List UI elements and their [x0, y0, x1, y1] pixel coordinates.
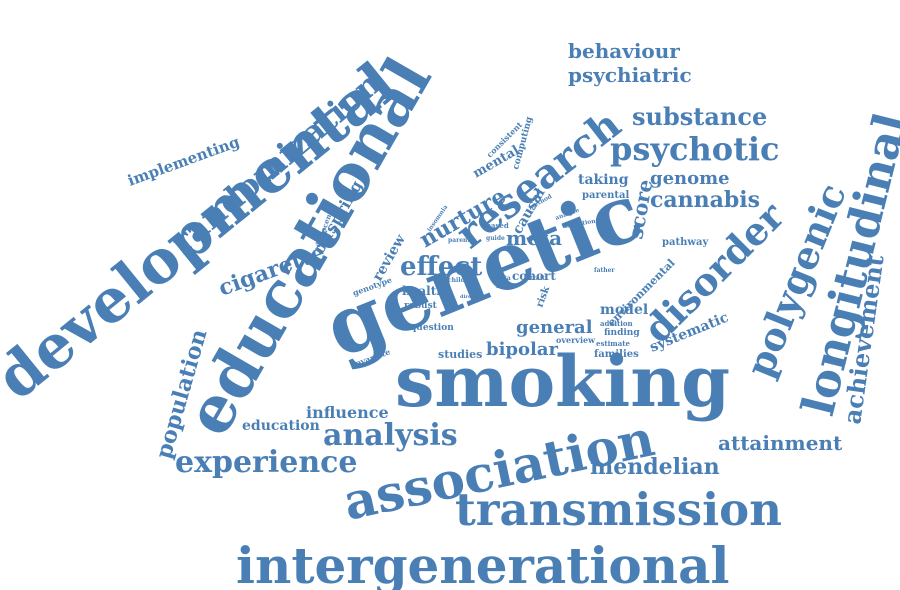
word-education: education — [242, 418, 320, 434]
word-trait: trait — [530, 275, 545, 282]
word-bipolar: bipolar — [486, 339, 559, 360]
word-data: data — [496, 275, 511, 282]
word-robust: robust — [404, 301, 438, 311]
word-cohort: cohort — [512, 269, 556, 283]
word-addition: addition — [600, 319, 633, 328]
word-parent: parent — [448, 237, 470, 244]
word-finding: finding — [604, 328, 640, 338]
word-substance: substance — [632, 102, 767, 131]
word-behaviour: behaviour — [568, 39, 680, 63]
word-mendelian: mendelian — [590, 454, 720, 480]
word-estimate: estimate — [596, 339, 630, 348]
word-overview: overview — [556, 335, 596, 345]
word-attainment: attainment — [718, 431, 843, 455]
word-model: model — [600, 302, 648, 318]
word-influence: influence — [306, 403, 389, 422]
word-transmission: transmission — [455, 483, 782, 536]
word-taking: taking — [578, 172, 629, 188]
word-psychiatric: psychiatric — [568, 63, 692, 87]
word-role: role — [496, 283, 509, 290]
word-genome: genome — [650, 168, 730, 189]
word-meta: meta — [506, 226, 562, 250]
word-parental: parental — [582, 190, 629, 201]
word-question: question — [410, 323, 454, 333]
word-health: health — [402, 284, 445, 298]
word-effect: effect — [400, 252, 482, 282]
word-general: general — [516, 317, 593, 338]
word-intergenerational: intergenerational — [236, 536, 729, 590]
word-child: child — [448, 277, 466, 284]
word-analysis: analysis — [323, 418, 458, 453]
word-direct: direct — [460, 294, 477, 300]
word-guide: guide — [486, 235, 505, 242]
word-pathway: pathway — [662, 237, 709, 248]
word-psychotic: psychotic — [610, 130, 780, 168]
word-cannabis: cannabis — [650, 187, 760, 213]
word-father: father — [594, 267, 615, 274]
word-experience: experience — [175, 445, 358, 480]
word-studies: studies — [438, 348, 482, 361]
word-based: based — [486, 221, 509, 230]
word-smoking: smoking — [395, 340, 730, 423]
word-families: families — [594, 349, 639, 360]
